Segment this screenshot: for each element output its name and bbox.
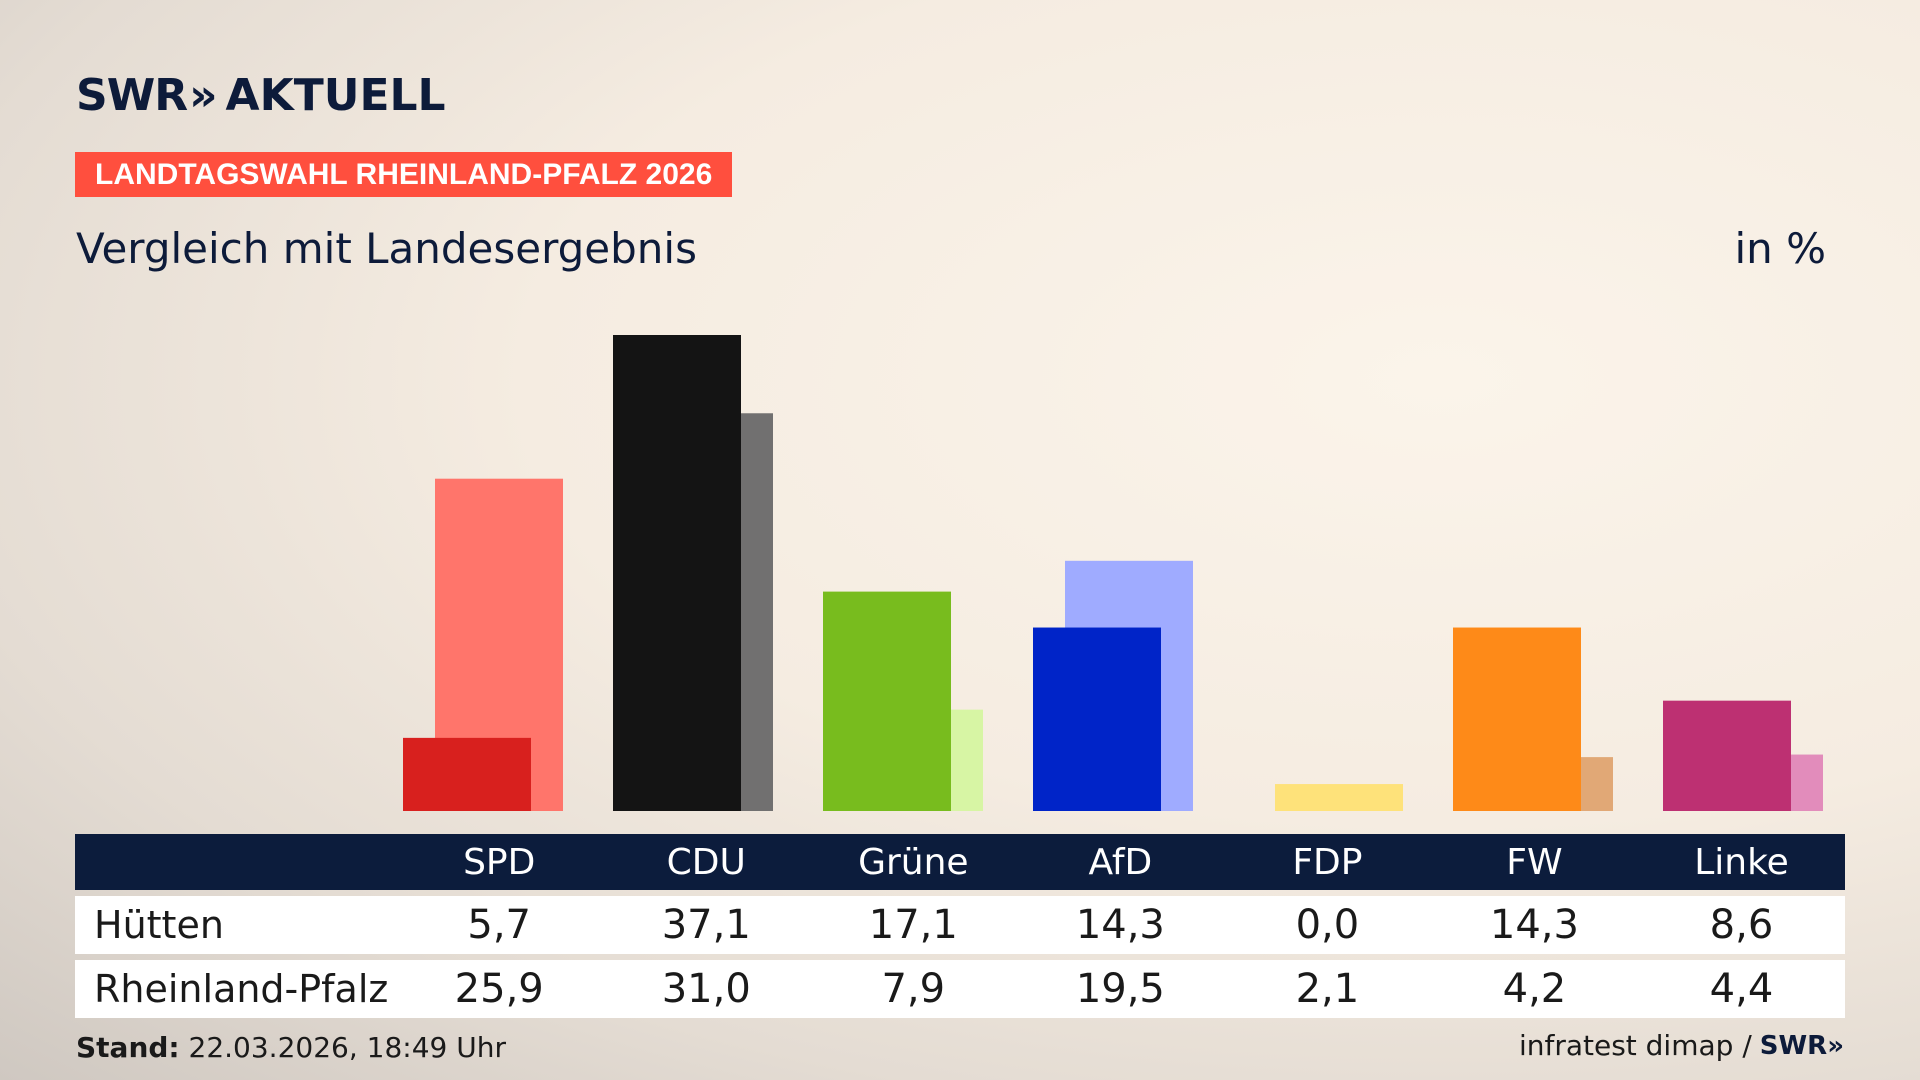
stand-value: 22.03.2026, 18:49 Uhr (179, 1031, 506, 1064)
value-cell: 31,0 (661, 966, 751, 1012)
header-cell: CDU (666, 841, 746, 883)
value-cell: 5,7 (467, 902, 532, 948)
value-cell: 0,0 (1295, 902, 1360, 948)
chart-subtitle: Vergleich mit Landesergebnis (76, 224, 697, 273)
value-cell: 14,3 (1075, 902, 1165, 948)
value-cell: 7,9 (881, 966, 946, 1012)
chevron-right-icon: » (189, 70, 218, 121)
value-cell: 4,4 (1709, 966, 1774, 1012)
bar-local-afd (1033, 627, 1161, 811)
header-cell: FW (1506, 841, 1563, 883)
stand-label: Stand: (76, 1031, 180, 1064)
table-row: Hütten 5,7 37,1 17,1 14,3 0,0 14,3 8,6 (75, 896, 1845, 954)
unit-label: in % (1734, 224, 1826, 273)
swr-aktuell-logo: SWR » AKTUELL (76, 70, 446, 121)
bar-local-cdu (613, 335, 741, 811)
header-cell: SPD (463, 841, 536, 883)
election-banner: LANDTAGSWAHL RHEINLAND-PFALZ 2026 (75, 152, 733, 197)
value-cell: 8,6 (1709, 902, 1774, 948)
table-header: SPD CDU Grüne AfD FDP FW Linke (75, 834, 1845, 890)
value-cell: 19,5 (1075, 966, 1165, 1012)
value-cell: 14,3 (1489, 902, 1579, 948)
value-cell: 2,1 (1295, 966, 1360, 1012)
source-credit: infratest dimap / SWR» (1519, 1029, 1844, 1062)
header-cell: AfD (1088, 841, 1153, 883)
bar-chart (403, 335, 1823, 811)
bar-local-fw (1453, 627, 1581, 811)
swr-small-logo: SWR» (1759, 1030, 1844, 1061)
bar-state-fdp (1275, 784, 1403, 811)
header-cell: FDP (1292, 841, 1363, 883)
source-text: infratest dimap / (1518, 1029, 1752, 1062)
header-cell: Linke (1694, 841, 1789, 883)
header-cell: Grüne (858, 841, 969, 883)
timestamp: Stand: 22.03.2026, 18:49 Uhr (76, 1031, 506, 1064)
logo-aktuell-text: AKTUELL (225, 70, 446, 121)
bar-local-spd (403, 737, 531, 811)
value-cell: 25,9 (454, 966, 544, 1012)
results-table: SPD CDU Grüne AfD FDP FW Linke Hütten 5,… (75, 834, 1845, 1018)
value-cell: 4,2 (1502, 966, 1567, 1012)
row-label: Rheinland-Pfalz (94, 967, 389, 1011)
bar-local-grüne (823, 591, 951, 811)
table-row: Rheinland-Pfalz 25,9 31,0 7,9 19,5 2,1 4… (75, 960, 1845, 1018)
row-label: Hütten (94, 903, 224, 947)
logo-swr-text: SWR (76, 70, 188, 121)
value-cell: 37,1 (661, 902, 751, 948)
bar-local-linke (1663, 700, 1791, 811)
value-cell: 17,1 (868, 902, 958, 948)
